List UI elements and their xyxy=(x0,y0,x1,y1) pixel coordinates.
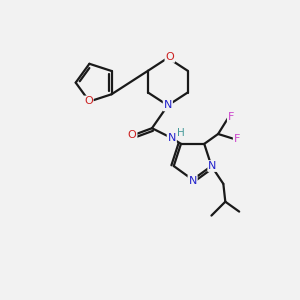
Text: N: N xyxy=(188,176,197,186)
Text: O: O xyxy=(128,130,136,140)
Text: H: H xyxy=(177,128,184,138)
Text: N: N xyxy=(164,100,172,110)
Text: N: N xyxy=(168,133,176,143)
Text: N: N xyxy=(208,161,217,171)
Text: O: O xyxy=(165,52,174,62)
Text: O: O xyxy=(84,97,93,106)
Text: F: F xyxy=(228,112,234,122)
Text: F: F xyxy=(234,134,240,144)
